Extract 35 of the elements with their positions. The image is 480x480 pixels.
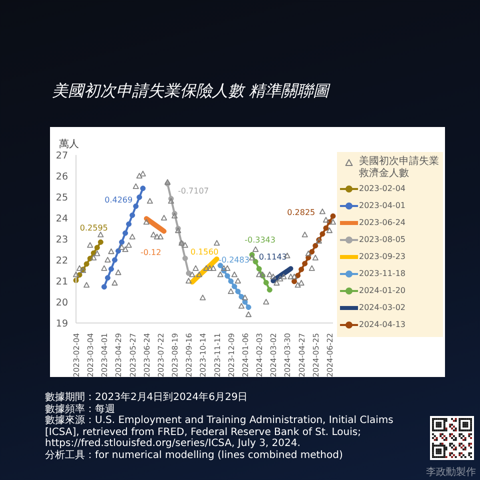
y-tick-label: 21: [56, 276, 68, 288]
legend-label: 美國初次申請失業救濟金人數: [359, 156, 439, 179]
y-tick-label: 20: [56, 297, 68, 308]
legend-label: 2023-04-01: [359, 200, 406, 210]
annotation: 0.1143: [258, 252, 287, 262]
y-tick-label: 24: [56, 213, 68, 224]
text: 數據來源：U.S. Employment and Training Administration, Initial Claims [ICSA], retrieved from FRED, Federal Reserve Bank of St. Louis; https://fred.stlouisfed.org/series/ICSA, July 3, 2024.: [45, 415, 394, 449]
legend-label: 2023-02-04: [359, 184, 406, 192]
annotation: 0.4269: [104, 195, 133, 204]
annotation: 0.2825: [287, 207, 316, 216]
text: 分析工具：for numerical modelling (lines combined method): [45, 450, 343, 460]
annotation: -0.12: [140, 247, 162, 256]
annotation: -0.7107: [178, 186, 209, 195]
chart-title: 美國初次申請失業保險人數 精準關聯圖: [52, 81, 330, 100]
annotation: 0.2595: [80, 222, 108, 232]
legend-label: 2024-03-02: [359, 302, 406, 312]
annotation: 0.1560: [190, 247, 218, 256]
legend-label: 2023-08-05: [359, 234, 406, 244]
annotation: -0.2483: [218, 254, 250, 264]
y-tick-label: 19: [56, 318, 68, 330]
y-tick-label: 22: [56, 255, 68, 266]
y-tick-label: 23: [56, 234, 68, 246]
text: 李政勳製作: [426, 467, 476, 478]
text: 數據頻率：每週: [45, 404, 115, 414]
y-axis-title: 萬人: [59, 138, 79, 150]
y-tick-label: 26: [56, 171, 68, 182]
legend-label: 2024-04-13: [359, 320, 406, 328]
legend-label: 2023-11-18: [359, 268, 406, 278]
legend-label: 2024-01-20: [359, 286, 406, 294]
y-tick-label: 27: [56, 150, 68, 162]
legend-label: 2023-06-24: [359, 218, 406, 226]
y-tick-label: 25: [56, 192, 68, 204]
legend-label: 2023-09-23: [359, 252, 406, 260]
text: 數據期間：2023年2月4日到2024年6月29日: [45, 392, 248, 403]
annotation: -0.3343: [244, 234, 276, 244]
